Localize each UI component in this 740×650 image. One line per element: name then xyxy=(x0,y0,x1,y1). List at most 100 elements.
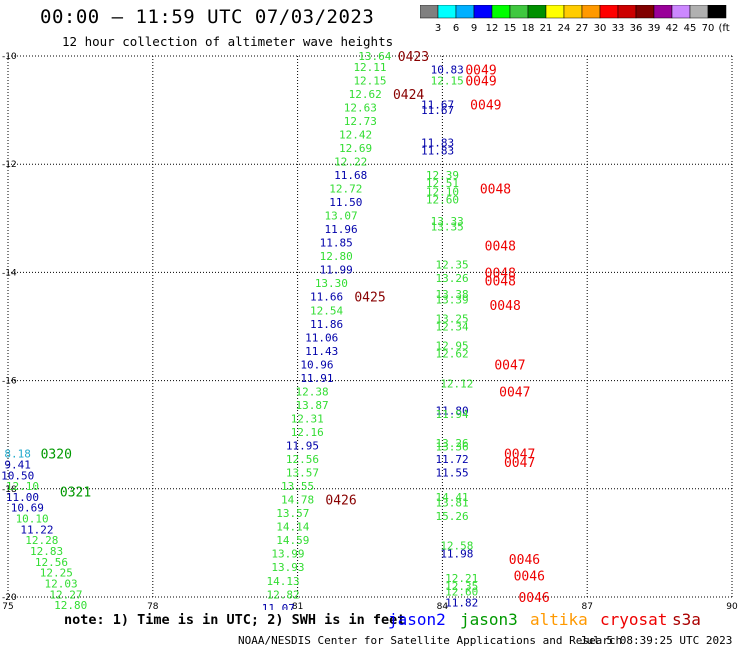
colorbar-tick-label: 36 xyxy=(630,23,643,34)
swh-label: 11.94 xyxy=(435,408,468,421)
colorbar-tick-label: 9 xyxy=(471,23,477,34)
legend-altika: altika xyxy=(530,610,588,629)
swh-label: 13.87 xyxy=(296,399,329,412)
legend-jason2: jason2 xyxy=(388,610,446,629)
colorbar-tick-label: 21 xyxy=(540,23,553,34)
pass-time-label: 0046 xyxy=(514,569,545,584)
pass-time-label: 0426 xyxy=(325,494,356,509)
x-tick-label: 81 xyxy=(292,602,303,610)
swh-label: 11.82 xyxy=(445,596,478,609)
swh-label: 11.85 xyxy=(320,237,353,250)
x-tick-label: 75 xyxy=(2,602,13,610)
swh-label: 13.07 xyxy=(324,210,357,223)
swh-label: 10.69 xyxy=(11,502,44,515)
pass-time-label: 0048 xyxy=(485,266,516,281)
colorbar-tick-label: 70 xyxy=(702,23,715,34)
pass-time-label: 0047 xyxy=(499,385,530,400)
swh-label: 11.67 xyxy=(421,104,454,117)
colorbar-tick-label: 42 xyxy=(666,23,679,34)
swh-label: 12.15 xyxy=(353,74,386,87)
swh-label: 11.66 xyxy=(310,291,343,304)
pass-time-label: 0320 xyxy=(41,448,72,463)
colorbar-tick-label: (ft) xyxy=(718,23,730,34)
pass-time-label: 0046 xyxy=(509,553,540,568)
swh-label: 12.83 xyxy=(30,545,63,558)
pass-time-label: 0047 xyxy=(494,358,525,373)
pass-time-label: 0046 xyxy=(518,591,549,606)
swh-label: 12.63 xyxy=(344,101,377,114)
swh-label: 12.80 xyxy=(320,250,353,263)
swh-label: 12.56 xyxy=(286,453,319,466)
swh-label: 12.12 xyxy=(440,377,473,390)
swh-label: 10.10 xyxy=(16,513,49,526)
swh-label: 13.57 xyxy=(276,507,309,520)
swh-label: 14.14 xyxy=(276,521,309,534)
swh-label: 12.27 xyxy=(49,588,82,601)
pass-time-label: 0321 xyxy=(60,486,91,501)
swh-label: 12.82 xyxy=(267,588,300,601)
swh-label: 12.03 xyxy=(45,577,78,590)
swh-label: 12.21 xyxy=(445,572,478,585)
swh-label: 12.35 xyxy=(435,258,468,271)
swh-label: 12.28 xyxy=(25,534,58,547)
swh-label: 12.60 xyxy=(445,586,478,599)
swh-label: 12.58 xyxy=(440,540,473,553)
pass-time-label: 0049 xyxy=(465,74,496,89)
swh-label: 11.99 xyxy=(320,264,353,277)
timestamp-text: Jul 5 08:39:25 UTC 2023 xyxy=(580,634,733,647)
swh-label: 8.18 xyxy=(4,448,31,461)
swh-label: 14.59 xyxy=(276,534,309,547)
colorbar-tick-label: 45 xyxy=(684,23,697,34)
x-tick-label: 87 xyxy=(581,602,592,610)
swh-label: 11.83 xyxy=(421,145,454,158)
swh-label: 11.06 xyxy=(305,331,338,344)
pass-time-label: 0424 xyxy=(393,88,424,103)
pass-time-label: 0048 xyxy=(485,275,516,290)
y-tick-label: -14 xyxy=(2,268,17,278)
swh-label: 12.22 xyxy=(334,155,367,168)
swh-label: 11.80 xyxy=(435,404,468,417)
swh-label: 12.62 xyxy=(435,348,468,361)
x-tick-label: 90 xyxy=(726,602,738,610)
swh-label: 13.25 xyxy=(435,312,468,325)
swh-label: 13.26 xyxy=(435,437,468,450)
swh-label: 12.60 xyxy=(426,193,459,206)
swh-label: 11.83 xyxy=(421,137,454,150)
swh-label: 13.36 xyxy=(435,441,468,454)
swh-label: 12.73 xyxy=(344,115,377,128)
swh-label: 13.81 xyxy=(435,496,468,509)
swh-label: 12.31 xyxy=(291,412,324,425)
pass-time-label: 0049 xyxy=(465,64,496,79)
swh-label: 13.26 xyxy=(435,272,468,285)
swh-label: 12.39 xyxy=(426,169,459,182)
swh-label: 12.35 xyxy=(445,580,478,593)
swh-label: 11.07 xyxy=(262,602,295,610)
swh-label: 11.43 xyxy=(305,345,338,358)
swh-label: 12.54 xyxy=(310,304,343,317)
swh-label: 13.93 xyxy=(271,561,304,574)
swh-label: 11.67 xyxy=(421,99,454,112)
swh-label: 11.91 xyxy=(300,372,333,385)
y-tick-label: -18 xyxy=(2,485,17,495)
colorbar-tick-label: 15 xyxy=(504,23,517,34)
chart-title: 00:00 – 11:59 UTC 07/03/2023 xyxy=(40,6,375,28)
swh-label: 12.56 xyxy=(35,556,68,569)
swh-label: 11.22 xyxy=(20,523,53,536)
footer-note: note: 1) Time is in UTC; 2) SWH is in fe… xyxy=(64,612,406,628)
pass-time-label: 0047 xyxy=(504,448,535,463)
swh-label: 10.96 xyxy=(300,358,333,371)
swh-label: 12.38 xyxy=(296,385,329,398)
pass-time-label: 0047 xyxy=(504,456,535,471)
swh-label: 12.42 xyxy=(339,128,372,141)
swh-label: 13.55 xyxy=(281,480,314,493)
colorbar-tick-label: 27 xyxy=(576,23,589,34)
pass-time-label: 0048 xyxy=(480,183,511,198)
swh-label: 12.34 xyxy=(435,321,468,334)
swh-label: 12.11 xyxy=(353,61,386,74)
swh-label: 13.38 xyxy=(435,288,468,301)
swh-label: 11.00 xyxy=(6,491,39,504)
pass-time-label: 0425 xyxy=(354,291,385,306)
swh-label: 11.96 xyxy=(324,223,357,236)
swh-label: 11.68 xyxy=(334,169,367,182)
